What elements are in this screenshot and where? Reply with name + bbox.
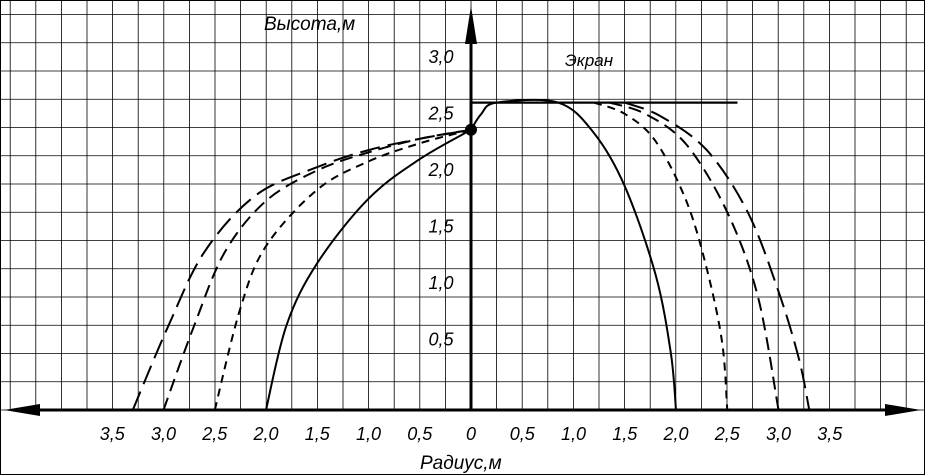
x-axis-left-arrow — [4, 404, 40, 416]
x-tick-label: 2,0 — [662, 424, 688, 444]
x-tick-label: 3,5 — [817, 424, 843, 444]
y-tick-label: 1,0 — [428, 273, 453, 293]
x-tick-label: 2,5 — [201, 424, 228, 444]
x-tick-label: 1,5 — [612, 424, 638, 444]
x-tick-label: 1,0 — [561, 424, 586, 444]
y-tick-label: 2,5 — [427, 104, 454, 124]
y-tick-label: 0,5 — [428, 330, 454, 350]
y-axis-label: Высота,м — [264, 14, 355, 35]
tick-labels: 3,5 3,0 2,5 2,0 1,5 1,0 0,5 0 0,5 1,0 1,5 2,0 2,5 3,0… — [100, 47, 844, 444]
y-tick-label: 1,5 — [428, 217, 454, 237]
x-tick-label: 1,0 — [356, 424, 381, 444]
y-tick-label: 2,0 — [427, 160, 453, 180]
curves — [131, 98, 811, 411]
series-2-right-curve — [593, 101, 729, 411]
series-3-right-curve — [609, 101, 780, 411]
axes — [4, 6, 921, 416]
x-tick-label: 1,5 — [305, 424, 331, 444]
series-3-left-curve — [162, 128, 472, 411]
series-4-left-curve — [131, 128, 472, 411]
x-tick-label: 2,5 — [714, 424, 741, 444]
x-tick-label: 2,0 — [252, 424, 278, 444]
x-axis-label: Радиус,м — [420, 453, 502, 474]
x-axis-right-arrow — [885, 404, 921, 416]
y-axis-arrow — [465, 6, 477, 44]
series-1-left-curve — [265, 128, 472, 411]
screen-label: Экран — [565, 51, 614, 70]
x-tick-label: 0,5 — [407, 424, 433, 444]
series-1-right-curve — [470, 98, 677, 411]
x-tick-label: 3,0 — [151, 424, 176, 444]
y-tick-label: 3,0 — [428, 47, 453, 67]
x-tick-label: 3,5 — [100, 424, 126, 444]
series-4-right-curve — [624, 101, 811, 411]
x-tick-label: 0,5 — [510, 424, 536, 444]
x-tick-label: 0 — [466, 424, 476, 444]
nozzle-point — [465, 123, 477, 136]
x-tick-label: 3,0 — [766, 424, 791, 444]
